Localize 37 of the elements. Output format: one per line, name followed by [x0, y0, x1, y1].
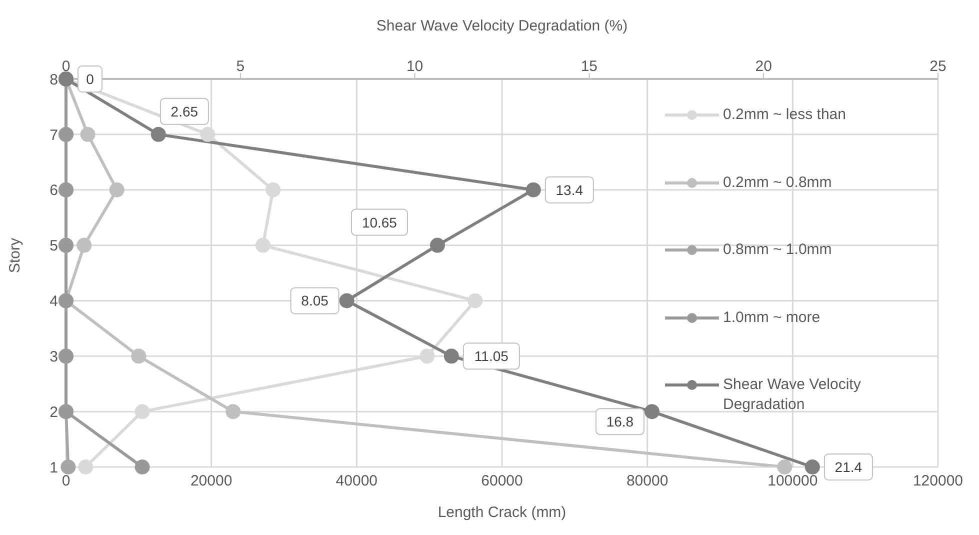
x2-tick-label: 20 — [755, 58, 772, 75]
x-tick-label: 40000 — [336, 472, 378, 490]
y-tick-label: 3 — [50, 348, 58, 366]
x2-tick-label: 25 — [930, 58, 946, 75]
y-tick-label: 8 — [50, 71, 58, 88]
y-axis-title: Story — [6, 237, 24, 273]
legend-label: 0.2mm ~ less than — [723, 105, 846, 125]
data-label: 10.65 — [362, 214, 398, 230]
data-label: 21.4 — [834, 459, 862, 475]
x-tick-label: 100000 — [768, 472, 818, 490]
x2-tick-label: 15 — [580, 58, 598, 75]
y-tick-label: 4 — [50, 293, 58, 310]
data-label: 11.05 — [474, 348, 509, 364]
x2-tick-label: 0 — [62, 58, 70, 75]
y-tick-label: 1 — [50, 459, 58, 476]
data-label: 0 — [86, 71, 94, 87]
x-tick-label: 0 — [62, 472, 70, 490]
y-tick-label: 6 — [50, 182, 58, 200]
data-label: 16.8 — [606, 414, 634, 430]
x2-tick-label: 10 — [406, 58, 424, 75]
x-tick-label: 20000 — [190, 472, 232, 490]
legend-label: 0.8mm ~ 1.0mm — [723, 240, 832, 260]
y-tick-label: 5 — [50, 238, 58, 255]
legend-label: Shear Wave Velocity Degradation — [723, 375, 862, 415]
y-tick-label: 2 — [50, 404, 58, 421]
x-axis-title: Length Crack (mm) — [438, 504, 566, 521]
legend-label: 1.0mm ~ more — [723, 308, 820, 328]
x-tick-label: 60000 — [481, 472, 523, 490]
x2-axis-title: Shear Wave Velocity Degradation (%) — [376, 18, 628, 35]
x2-tick-label: 5 — [236, 58, 245, 75]
y-tick-label: 7 — [50, 126, 58, 144]
data-label: 13.4 — [556, 182, 584, 198]
data-label: 2.65 — [170, 103, 198, 120]
legend-label: 0.2mm ~ 0.8mm — [723, 172, 832, 192]
x-tick-label: 120000 — [912, 472, 964, 490]
x-tick-label: 80000 — [626, 472, 668, 490]
data-label: 8.05 — [301, 292, 329, 309]
